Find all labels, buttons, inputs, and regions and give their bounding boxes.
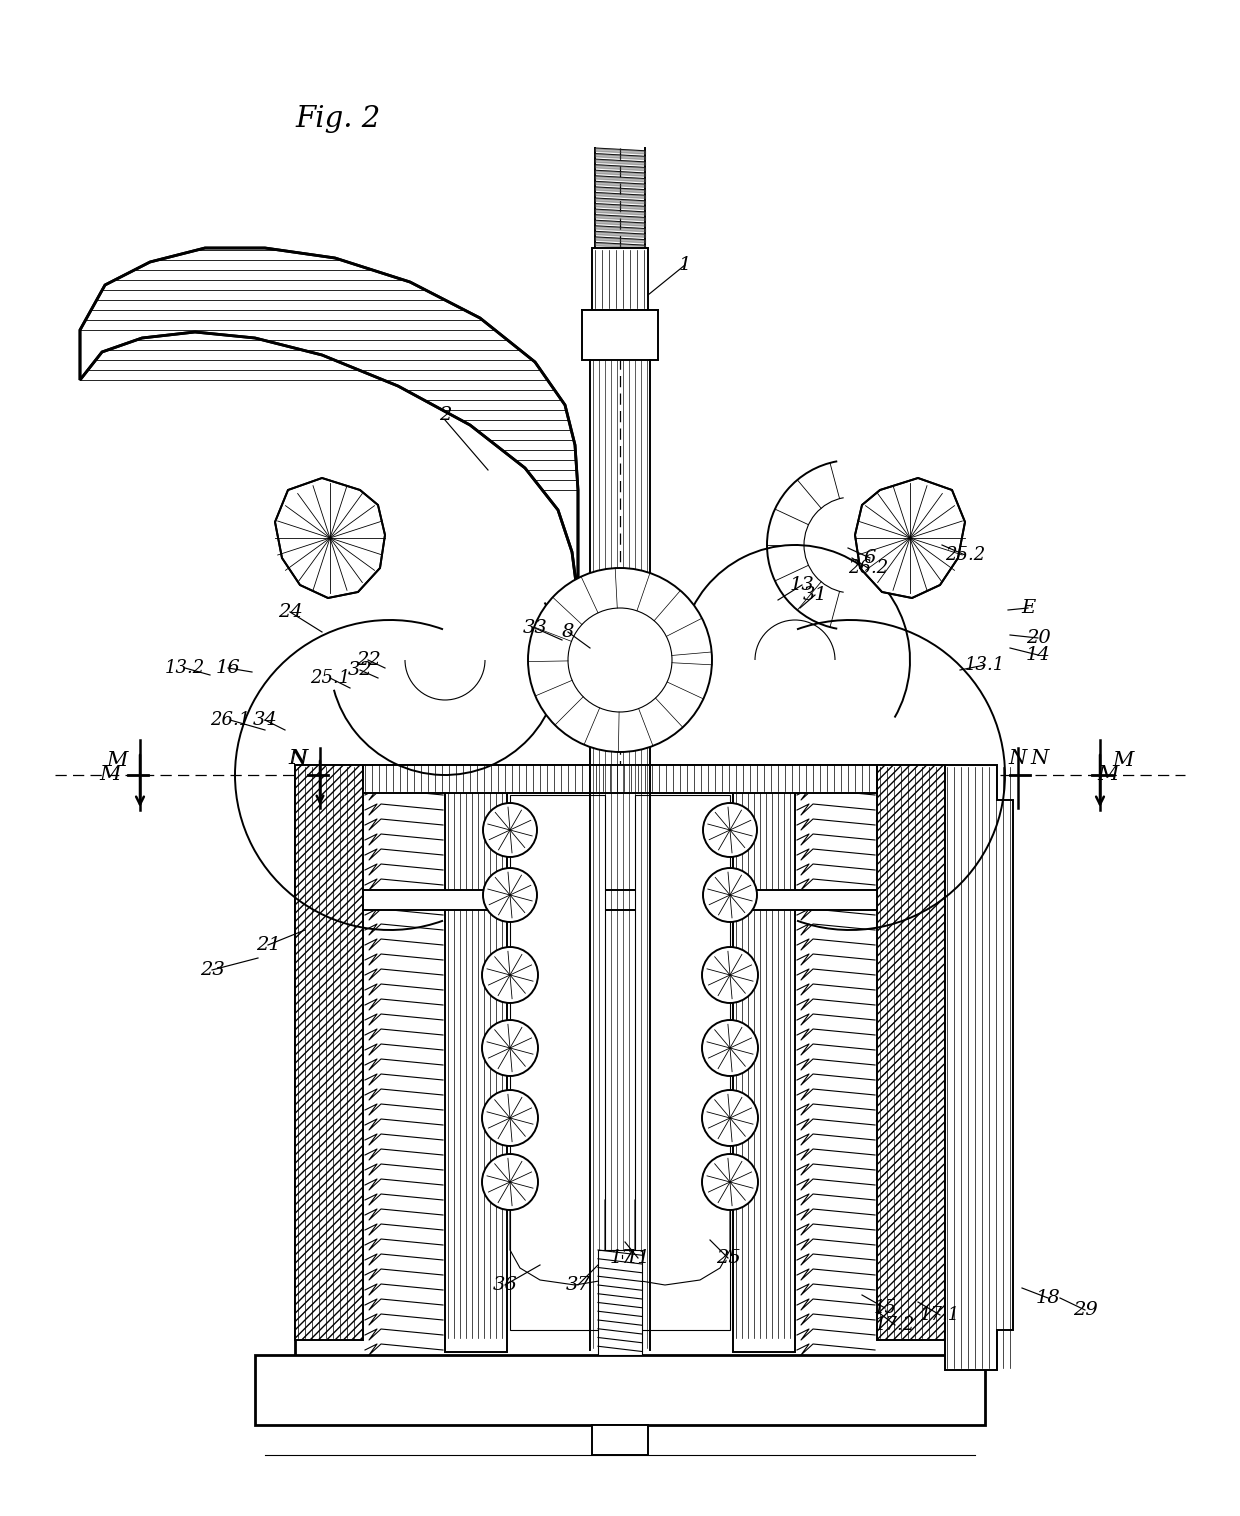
Circle shape: [482, 1154, 538, 1210]
Text: 25.2: 25.2: [945, 546, 985, 564]
Polygon shape: [945, 766, 1013, 1370]
Circle shape: [482, 948, 538, 1004]
Circle shape: [484, 803, 537, 857]
Text: 26.1: 26.1: [210, 711, 250, 729]
Text: 15: 15: [873, 1299, 897, 1317]
Polygon shape: [856, 478, 965, 597]
Text: 16: 16: [216, 659, 241, 678]
Text: 2: 2: [439, 406, 451, 424]
Text: 6: 6: [864, 549, 877, 567]
Text: 31: 31: [802, 587, 827, 603]
Text: Fig. 2: Fig. 2: [295, 105, 381, 133]
Circle shape: [484, 869, 537, 922]
Text: 13.1: 13.1: [965, 656, 1006, 675]
Bar: [255, 1355, 985, 1425]
Text: M: M: [99, 766, 120, 784]
Text: 17.1: 17.1: [920, 1305, 960, 1323]
Text: 32: 32: [347, 661, 372, 679]
Text: 33: 33: [522, 619, 547, 637]
Polygon shape: [877, 766, 945, 1340]
Text: N: N: [290, 749, 308, 767]
Bar: [582, 309, 658, 359]
Text: N: N: [1030, 749, 1048, 767]
Bar: [591, 1425, 649, 1455]
Text: 24: 24: [278, 603, 303, 622]
Text: 34: 34: [253, 711, 278, 729]
Text: 8: 8: [562, 623, 574, 641]
Text: 25: 25: [715, 1249, 740, 1267]
Bar: [445, 778, 507, 1352]
Text: 25.1: 25.1: [310, 669, 350, 687]
Polygon shape: [275, 478, 384, 597]
Polygon shape: [295, 766, 363, 1340]
Circle shape: [702, 1090, 758, 1146]
Bar: [733, 778, 795, 1352]
Text: N: N: [289, 749, 308, 767]
Circle shape: [702, 1020, 758, 1076]
Text: 11: 11: [626, 1249, 650, 1267]
Text: 36: 36: [492, 1276, 517, 1295]
Text: 13.2: 13.2: [165, 659, 205, 678]
Text: 21: 21: [255, 935, 280, 954]
Bar: [598, 1251, 642, 1355]
Text: 17.2: 17.2: [875, 1316, 915, 1334]
Bar: [363, 890, 877, 910]
Text: 14: 14: [1025, 646, 1050, 664]
Polygon shape: [81, 249, 578, 597]
Circle shape: [482, 1020, 538, 1076]
Text: M: M: [107, 750, 128, 770]
Text: M: M: [1097, 766, 1118, 784]
Text: 37: 37: [565, 1276, 590, 1295]
Circle shape: [482, 1090, 538, 1146]
Text: M: M: [1112, 750, 1133, 770]
Text: 17: 17: [610, 1249, 635, 1267]
Text: 26.2: 26.2: [848, 559, 888, 578]
Text: 29: 29: [1073, 1301, 1097, 1319]
Circle shape: [702, 948, 758, 1004]
Bar: [295, 766, 945, 1370]
Bar: [363, 766, 877, 793]
Circle shape: [568, 608, 672, 713]
Text: 23: 23: [200, 961, 224, 979]
Text: 18: 18: [1035, 1289, 1060, 1307]
Text: E: E: [1021, 599, 1035, 617]
Text: N: N: [1009, 749, 1027, 767]
Bar: [591, 249, 649, 309]
Bar: [635, 794, 730, 1330]
Circle shape: [703, 803, 756, 857]
Circle shape: [703, 869, 756, 922]
Text: 13: 13: [790, 576, 815, 594]
Text: 22: 22: [356, 650, 381, 669]
Circle shape: [702, 1154, 758, 1210]
Text: 1: 1: [678, 256, 691, 274]
Bar: [510, 794, 605, 1330]
Circle shape: [528, 568, 712, 752]
Text: 20: 20: [1025, 629, 1050, 647]
